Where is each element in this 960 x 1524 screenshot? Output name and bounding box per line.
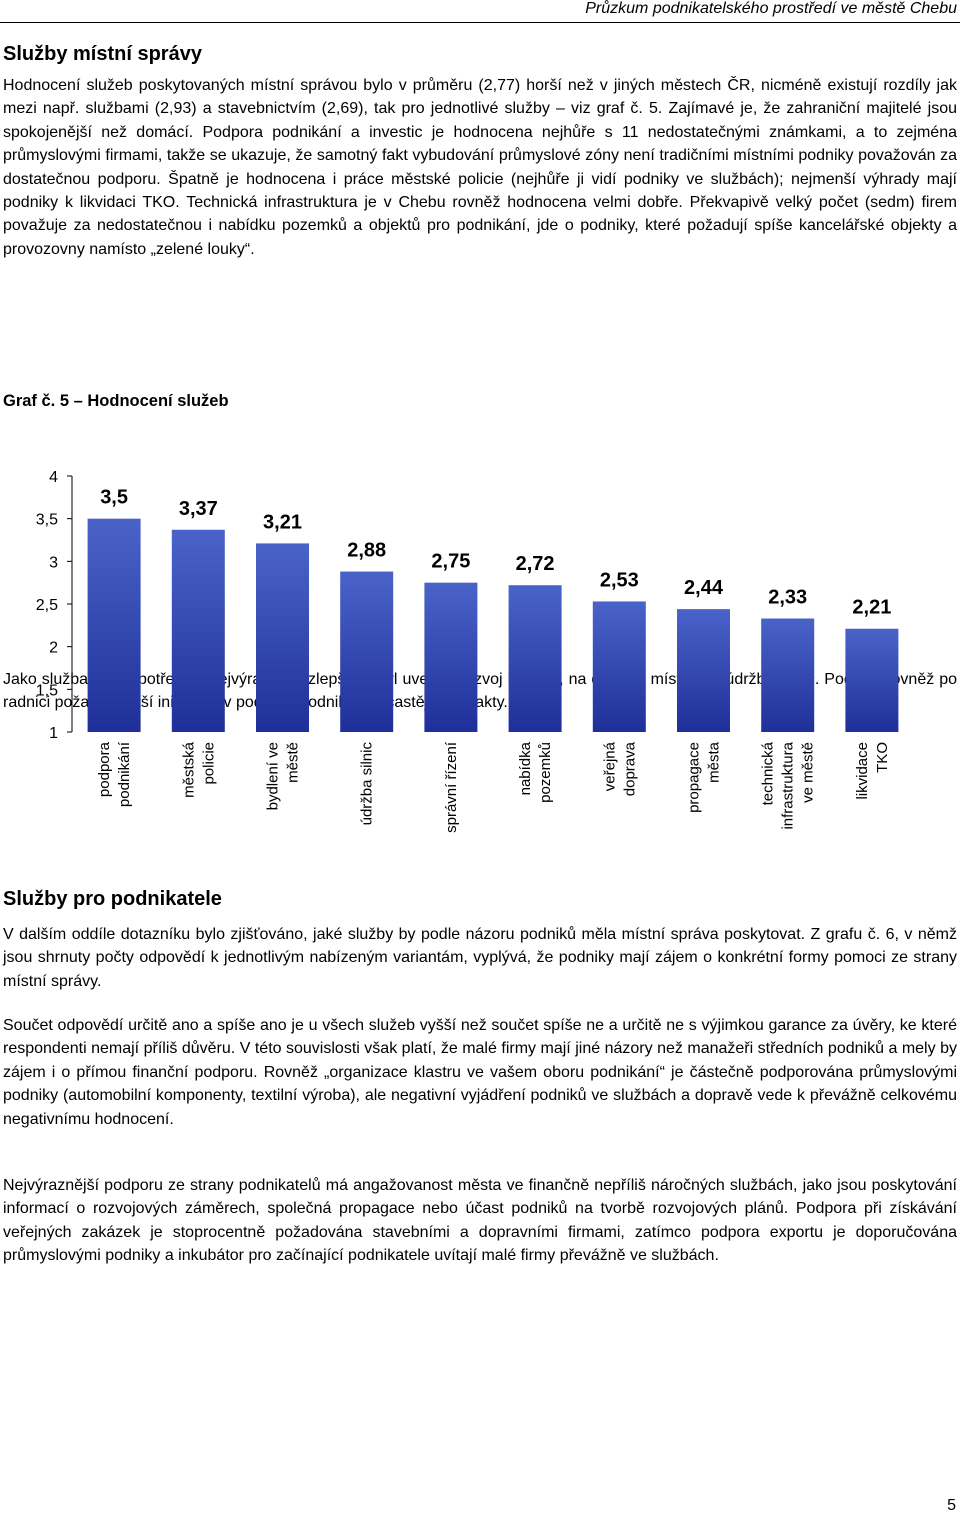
bar-3 [340,571,394,732]
value-label: 3,5 [100,487,128,509]
value-label: 3,21 [263,511,302,533]
value-label: 3,37 [179,498,218,520]
value-label: 2,75 [431,551,470,573]
bar-7 [677,609,730,732]
category-label: pozemků [537,742,554,803]
bar-6 [592,601,646,732]
paragraph-survey-intro: V dalším oddíle dotazníku bylo zjišťován… [3,926,957,990]
y-tick-label: 1 [49,725,58,742]
value-label: 2,33 [768,587,807,609]
category-label: likvidace [854,742,871,800]
category-label: doprava [621,741,638,796]
category-label: městě [285,742,302,783]
category-labels: podpora podnikání městská policie bydlení ve… [96,741,891,833]
value-label: 2,53 [600,569,639,591]
y-tick-label: 2 [49,640,58,657]
category-label: podnikání [116,741,133,807]
category-label: veřejná [601,741,618,791]
value-labels: 3,5 3,37 3,21 2,88 2,75 2,72 2,53 2,44 2,33 2,21 [100,487,891,619]
category-label: policie [200,742,217,785]
value-label: 2,21 [852,597,891,619]
header-divider [0,22,960,23]
value-label: 2,44 [684,577,724,599]
paragraph-strongest-support: Nejvýraznější podporu ze strany podnikat… [3,1177,957,1265]
bars [87,518,899,732]
section-title-local-services: Služby místní správy [3,43,202,65]
graph-title: Graf č. 5 – Hodnocení služeb [3,392,229,410]
services-rating-chart: 4 3,5 3 2,5 2 1,5 1 3,5 3,37 3,21 2,88 2,75 2,72 2,5… [36,469,899,833]
value-label: 2,72 [516,553,555,575]
value-label: 2,88 [347,540,386,562]
y-tick-label: 2,5 [36,597,58,614]
bar-4 [424,582,478,732]
bar-5 [508,585,562,732]
y-tick-label: 3,5 [36,512,58,529]
category-label: technická [760,741,777,805]
bar-1 [171,529,225,732]
category-label: správní řízení [443,741,460,833]
category-label: propagace [686,742,703,813]
bar-2 [256,543,309,732]
y-axis: 4 3,5 3 2,5 2 1,5 1 [36,469,73,742]
category-label: TKO [874,742,891,773]
paragraph-answers-sum: Součet odpovědí určitě ano a spíše ano j… [3,1017,957,1128]
bar-9 [845,628,899,732]
category-label: města [706,741,723,783]
section-title-business-services: Služby pro podnikatele [3,888,222,910]
bar-8 [761,618,815,732]
category-label: bydlení ve [265,742,282,810]
running-header: Průzkum podnikatelského prostředí ve měs… [585,0,957,17]
category-label: městská [180,741,197,798]
category-label: ve městě [800,742,817,803]
y-tick-label: 1,5 [36,682,58,699]
page-number: 5 [947,1497,956,1514]
category-label: infrastruktura [780,741,797,829]
y-tick-label: 3 [49,554,58,571]
category-label: nabídka [517,741,534,795]
category-label: podpora [96,741,113,797]
paragraph-services-evaluation: Hodnocení služeb poskytovaných místní sp… [3,77,957,258]
y-tick-label: 4 [49,469,58,486]
bar-0 [87,518,141,732]
category-label: údržba silnic [359,742,376,826]
